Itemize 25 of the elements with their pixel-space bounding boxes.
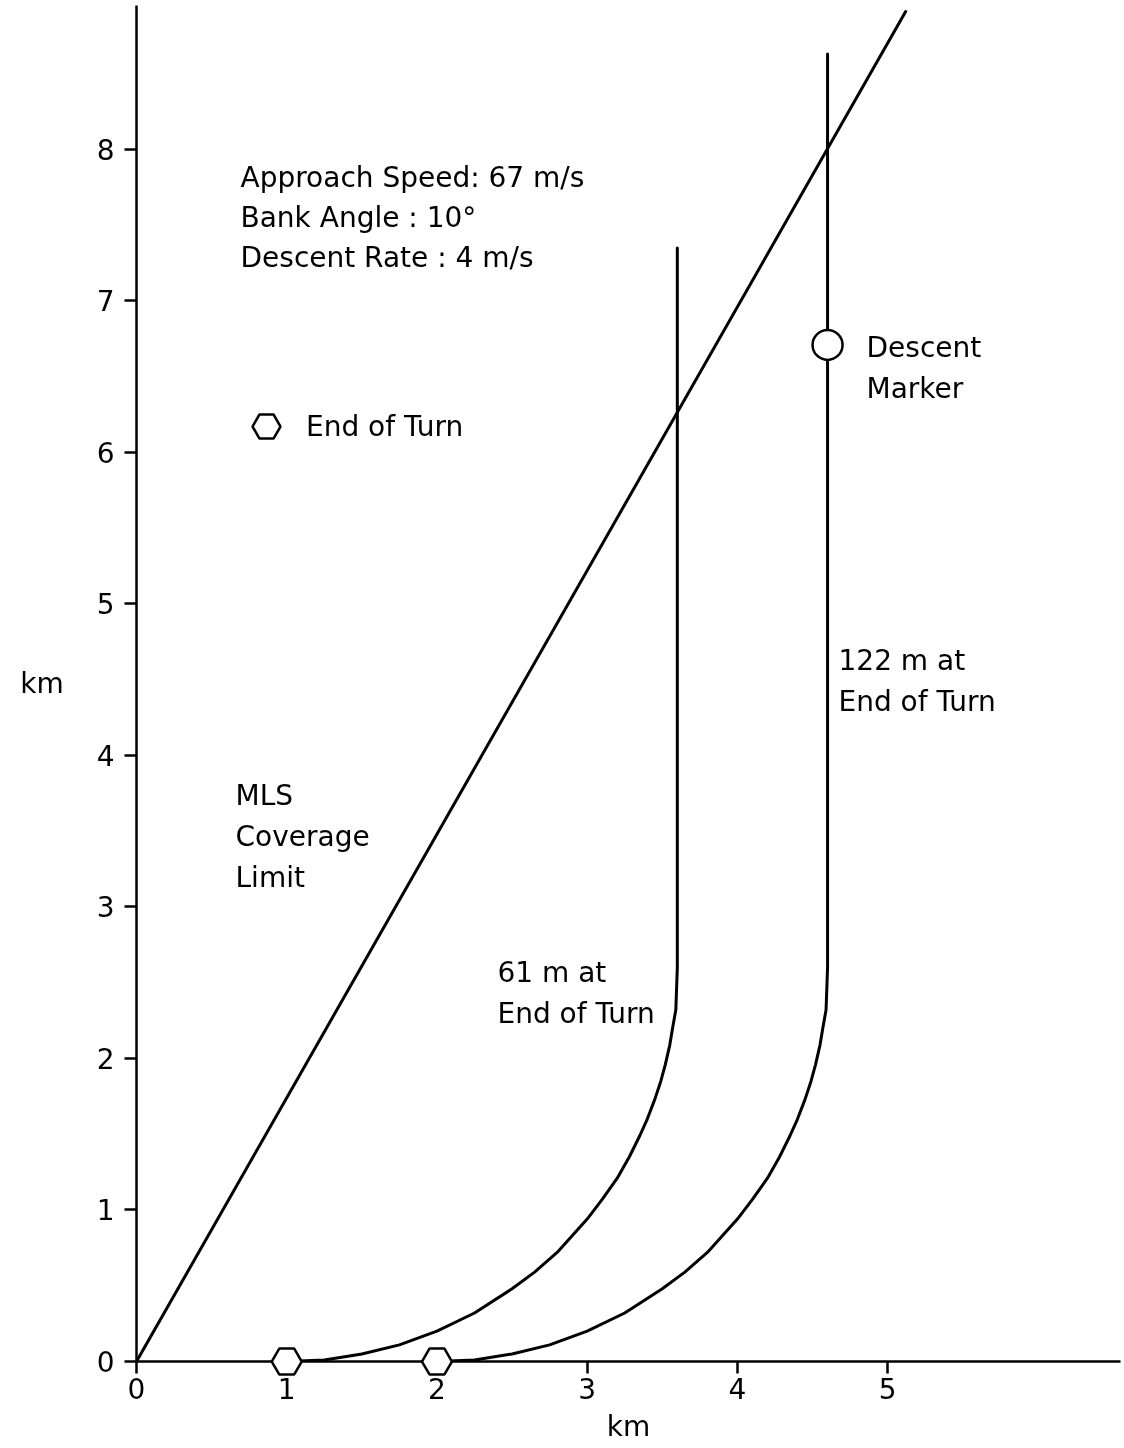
x-tick-label: 3 [578,1372,597,1406]
y-tick-label: 1 [96,1194,115,1228]
x-tick-label: 0 [127,1372,146,1406]
x-axis-title: km [606,1409,651,1443]
y-tick-label: 5 [96,588,115,622]
y-tick-label: 7 [96,285,115,319]
y-tick-label: 6 [96,436,115,470]
annotation: Approach Speed: 67 m/s [240,160,585,194]
series-label: 61 m at End of Turn [497,955,655,1030]
series-label: Descent Marker [866,330,982,405]
series-label: 122 m at End of Turn [838,643,996,718]
x-tick-label: 4 [728,1372,747,1406]
y-tick-label: 8 [96,133,115,167]
annotation: Descent Rate : 4 m/s [240,240,534,274]
y-tick-label: 4 [96,739,115,773]
y-tick-label: 0 [96,1346,115,1379]
y-tick-label: 2 [96,1042,115,1076]
series-label: MLS Coverage Limit [235,778,370,894]
x-tick-label: 5 [878,1372,897,1406]
annotation: Bank Angle : 10° [240,200,477,234]
legend-label: End of Turn [306,409,464,443]
x-tick-label: 2 [428,1372,446,1406]
y-axis-title: km [20,667,64,700]
y-tick-label: 3 [96,891,115,925]
x-tick-label: 1 [277,1372,296,1406]
